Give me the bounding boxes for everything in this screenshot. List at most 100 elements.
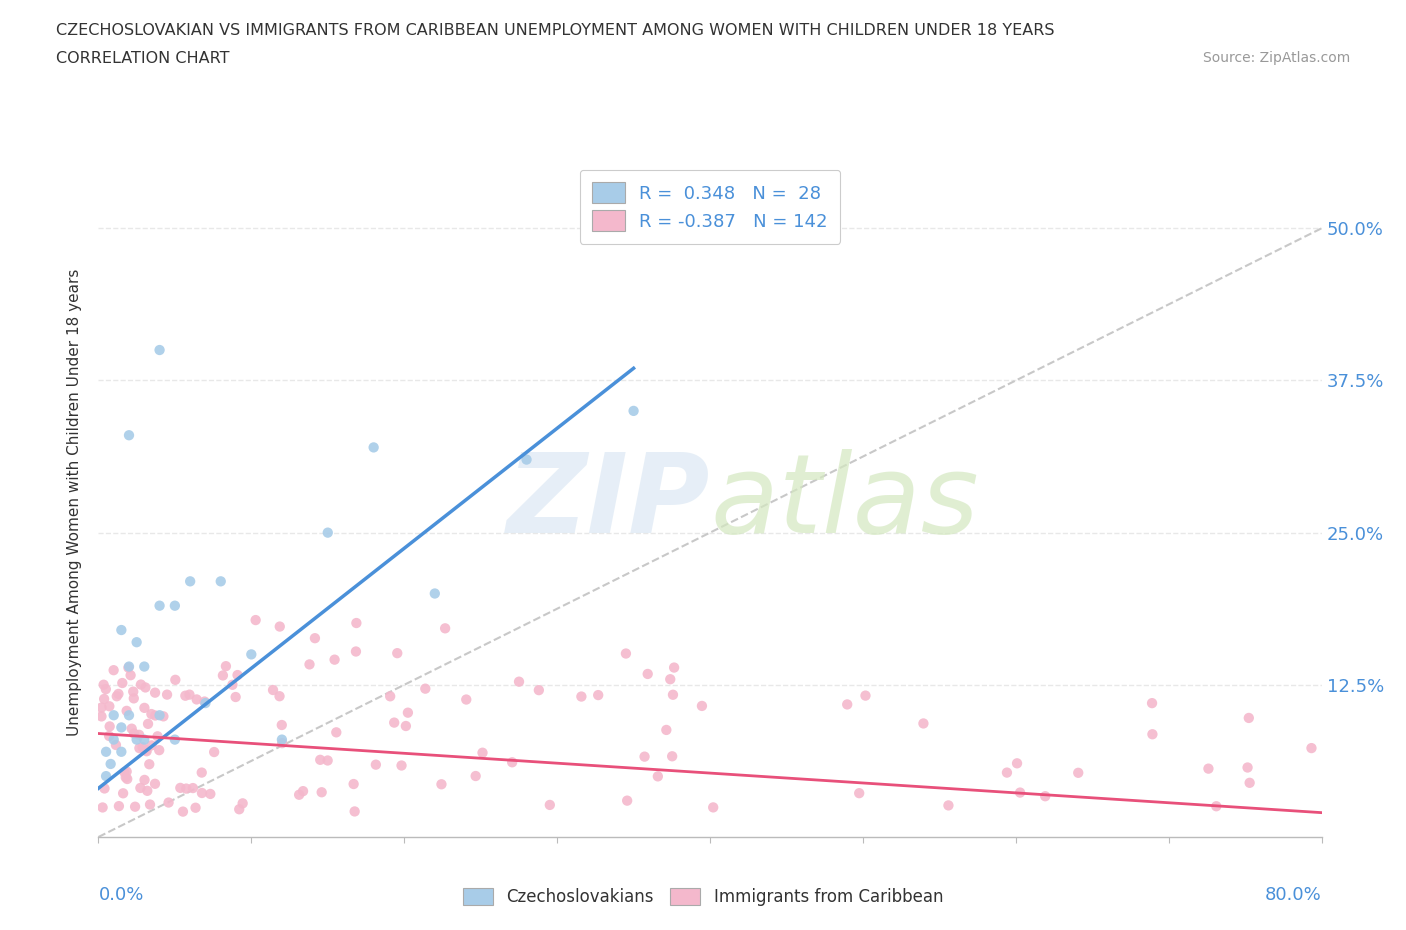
Point bbox=[125, 635, 148, 650]
Point bbox=[1237, 711, 1260, 725]
Point bbox=[98, 728, 121, 743]
Point bbox=[995, 765, 1018, 780]
Point bbox=[316, 753, 339, 768]
Point bbox=[104, 737, 127, 752]
Point bbox=[616, 793, 638, 808]
Point bbox=[221, 677, 243, 692]
Point bbox=[344, 616, 367, 631]
Point bbox=[413, 681, 436, 696]
Point bbox=[91, 800, 114, 815]
Point bbox=[212, 668, 235, 683]
Point bbox=[1197, 761, 1219, 776]
Point bbox=[343, 804, 366, 819]
Point bbox=[149, 598, 172, 613]
Point bbox=[380, 689, 402, 704]
Point bbox=[637, 667, 659, 682]
Point bbox=[149, 708, 172, 723]
Text: 80.0%: 80.0% bbox=[1265, 885, 1322, 904]
Legend: Czechoslovakians, Immigrants from Caribbean: Czechoslovakians, Immigrants from Caribb… bbox=[456, 881, 950, 912]
Point bbox=[122, 726, 145, 741]
Point bbox=[202, 745, 225, 760]
Point bbox=[143, 685, 166, 700]
Point bbox=[193, 694, 215, 709]
Point bbox=[125, 732, 148, 747]
Legend: R =  0.348   N =  28, R = -0.387   N = 142: R = 0.348 N = 28, R = -0.387 N = 142 bbox=[579, 170, 841, 244]
Point bbox=[184, 801, 207, 816]
Point bbox=[1236, 760, 1258, 775]
Point bbox=[107, 686, 129, 701]
Point bbox=[174, 688, 197, 703]
Point bbox=[163, 732, 186, 747]
Point bbox=[938, 798, 960, 813]
Point bbox=[136, 783, 159, 798]
Point bbox=[1005, 756, 1028, 771]
Point bbox=[1033, 789, 1056, 804]
Point bbox=[1140, 696, 1163, 711]
Point bbox=[118, 708, 141, 723]
Point bbox=[194, 696, 217, 711]
Text: atlas: atlas bbox=[710, 448, 979, 556]
Point bbox=[423, 586, 446, 601]
Point bbox=[538, 798, 561, 813]
Point bbox=[103, 708, 125, 723]
Point bbox=[343, 777, 366, 791]
Point bbox=[292, 784, 315, 799]
Point bbox=[134, 680, 156, 695]
Point bbox=[169, 780, 191, 795]
Point bbox=[363, 440, 385, 455]
Point bbox=[146, 729, 169, 744]
Point bbox=[115, 703, 138, 718]
Point bbox=[112, 764, 135, 779]
Point bbox=[152, 709, 174, 724]
Point bbox=[662, 660, 685, 675]
Point bbox=[134, 773, 156, 788]
Point bbox=[344, 644, 367, 659]
Point bbox=[129, 780, 152, 795]
Point bbox=[501, 755, 523, 770]
Point bbox=[103, 732, 125, 747]
Point bbox=[141, 737, 163, 752]
Point bbox=[179, 687, 201, 702]
Point bbox=[134, 700, 156, 715]
Point bbox=[614, 646, 637, 661]
Point bbox=[93, 692, 115, 707]
Point bbox=[122, 691, 145, 706]
Point bbox=[98, 698, 121, 713]
Point bbox=[148, 743, 170, 758]
Point bbox=[163, 598, 186, 613]
Point bbox=[395, 719, 418, 734]
Point bbox=[464, 768, 486, 783]
Point bbox=[434, 621, 457, 636]
Point bbox=[114, 770, 136, 785]
Point bbox=[382, 715, 405, 730]
Point bbox=[661, 749, 683, 764]
Point bbox=[209, 574, 232, 589]
Point bbox=[110, 720, 132, 735]
Point bbox=[508, 674, 530, 689]
Point bbox=[662, 687, 685, 702]
Point bbox=[270, 732, 292, 747]
Point bbox=[98, 719, 121, 734]
Point bbox=[855, 688, 877, 703]
Point bbox=[111, 675, 134, 690]
Point bbox=[103, 663, 125, 678]
Point bbox=[271, 736, 294, 751]
Point bbox=[94, 769, 117, 784]
Point bbox=[848, 786, 870, 801]
Point bbox=[396, 705, 419, 720]
Point bbox=[298, 657, 321, 671]
Point bbox=[108, 799, 131, 814]
Point bbox=[139, 797, 162, 812]
Point bbox=[181, 780, 204, 795]
Point bbox=[1239, 776, 1261, 790]
Point bbox=[143, 777, 166, 791]
Point bbox=[136, 716, 159, 731]
Point bbox=[232, 796, 254, 811]
Point bbox=[226, 668, 249, 683]
Point bbox=[387, 645, 409, 660]
Point bbox=[128, 727, 150, 742]
Point bbox=[179, 574, 201, 589]
Point bbox=[288, 788, 311, 803]
Point bbox=[135, 744, 157, 759]
Point bbox=[430, 777, 453, 791]
